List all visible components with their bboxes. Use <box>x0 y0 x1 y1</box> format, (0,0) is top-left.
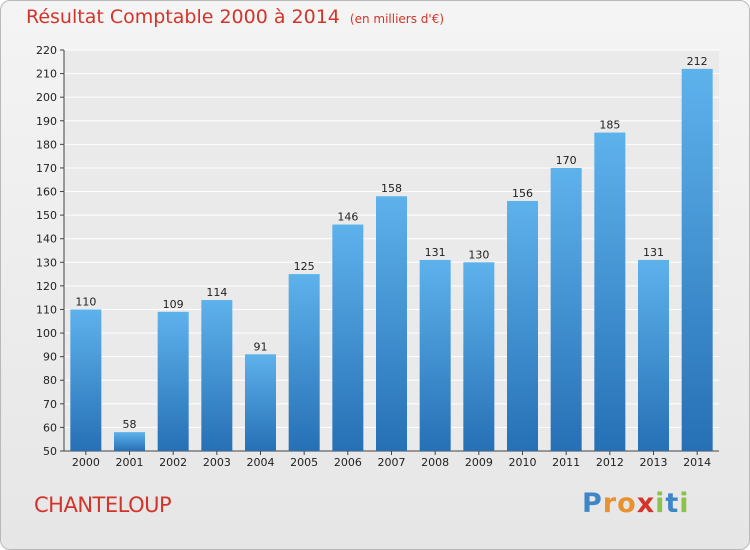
y-tick-label: 200 <box>36 91 57 104</box>
bar <box>288 274 320 451</box>
data-label: 185 <box>599 119 620 132</box>
data-label: 130 <box>468 248 489 261</box>
x-tick-label: 2007 <box>378 456 406 469</box>
data-label: 91 <box>254 340 268 353</box>
logo-letter: P <box>582 488 603 519</box>
x-tick-label: 2005 <box>290 456 318 469</box>
x-tick-label: 2012 <box>596 456 624 469</box>
bar <box>157 311 189 451</box>
bar <box>376 196 407 451</box>
chart-title: Résultat Comptable 2000 à 2014 <box>26 6 340 28</box>
data-label: 114 <box>206 286 227 299</box>
y-tick-label: 160 <box>36 186 57 199</box>
chart-unit: (en milliers d'€) <box>349 12 445 26</box>
bar <box>681 68 713 451</box>
data-label: 110 <box>75 295 96 308</box>
logo-letter: i <box>679 488 690 519</box>
y-tick-label: 100 <box>36 327 57 340</box>
data-label: 146 <box>337 211 358 224</box>
bar <box>594 132 626 451</box>
y-tick-label: 130 <box>36 256 57 269</box>
data-label: 131 <box>425 246 446 259</box>
y-tick-label: 120 <box>36 280 57 293</box>
x-tick-label: 2000 <box>72 456 100 469</box>
data-label: 58 <box>123 418 137 431</box>
bar <box>245 354 276 451</box>
bar <box>463 262 495 451</box>
commune-name: CHANTELOUP <box>34 493 172 517</box>
bar <box>638 259 669 451</box>
y-tick-label: 140 <box>36 233 57 246</box>
x-tick-label: 2010 <box>509 456 537 469</box>
y-tick-label: 210 <box>36 68 57 81</box>
bar <box>114 432 145 451</box>
bar <box>419 259 451 451</box>
y-tick-label: 170 <box>36 162 57 175</box>
bar <box>201 300 233 451</box>
chart-title-block: Résultat Comptable 2000 à 2014 (en millie… <box>26 6 444 28</box>
bar <box>550 167 582 452</box>
data-label: 170 <box>556 154 577 167</box>
y-tick-label: 150 <box>36 209 57 222</box>
x-tick-label: 2004 <box>247 456 275 469</box>
y-tick-label: 180 <box>36 138 57 151</box>
y-tick-label: 80 <box>43 374 57 387</box>
logo-letter: t <box>665 488 680 519</box>
x-tick-label: 2003 <box>203 456 231 469</box>
y-tick-label: 90 <box>43 351 57 364</box>
bar <box>70 309 102 451</box>
logo-letter: o <box>617 488 637 519</box>
x-tick-label: 2001 <box>116 456 144 469</box>
x-tick-label: 2008 <box>421 456 449 469</box>
x-tick-label: 2006 <box>334 456 362 469</box>
x-tick-label: 2009 <box>465 456 493 469</box>
logo-letter: i <box>655 488 666 519</box>
logo-letter: x <box>636 488 656 519</box>
y-tick-label: 220 <box>36 44 57 57</box>
data-label: 109 <box>163 298 184 311</box>
data-label: 212 <box>687 55 708 68</box>
data-label: 125 <box>294 260 315 273</box>
bar <box>507 200 538 451</box>
proxiti-logo: Proxiti <box>582 488 690 519</box>
logo-letter: r <box>602 488 618 519</box>
bar <box>332 224 364 451</box>
x-tick-label: 2011 <box>552 456 580 469</box>
data-label: 156 <box>512 187 533 200</box>
data-label: 131 <box>643 246 664 259</box>
y-tick-label: 70 <box>43 398 57 411</box>
y-tick-label: 190 <box>36 115 57 128</box>
x-tick-label: 2002 <box>159 456 187 469</box>
y-tick-label: 60 <box>43 421 57 434</box>
data-label: 158 <box>381 182 402 195</box>
y-tick-label: 110 <box>36 303 57 316</box>
x-tick-label: 2014 <box>683 456 711 469</box>
x-tick-label: 2013 <box>640 456 668 469</box>
y-tick-label: 50 <box>43 445 57 458</box>
